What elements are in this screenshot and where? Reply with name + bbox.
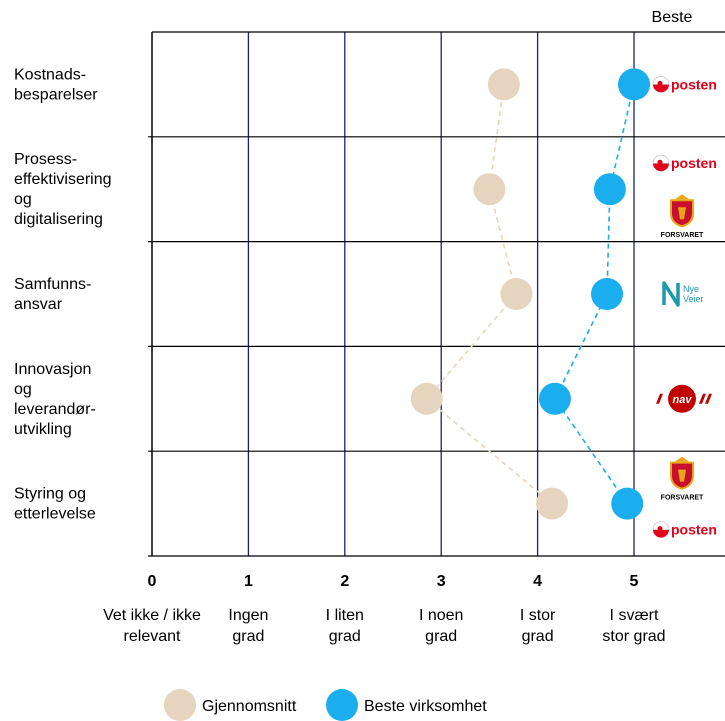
nav-logo: nav — [656, 384, 712, 413]
point-best — [538, 382, 571, 415]
point-layer — [410, 68, 650, 520]
nav-emblem — [668, 384, 696, 413]
forsvaret-logo-text: FORSVARET — [661, 232, 704, 239]
crown-icon — [675, 456, 689, 462]
lion-icon — [678, 207, 686, 220]
point-average — [536, 487, 569, 520]
point-best — [611, 487, 644, 520]
x-tick-label: Vet ikke / ikke relevant — [103, 607, 201, 645]
x-tick-number: 4 — [533, 573, 542, 590]
posten-logo: posten — [652, 76, 717, 93]
nav-logo-text: nav — [673, 394, 693, 406]
point-average — [487, 68, 520, 101]
posten-logo-text: posten — [671, 155, 717, 171]
forsvaret-logo: FORSVARET — [661, 456, 704, 502]
grid-layer — [148, 31, 725, 557]
forsvaret-logo-text: FORSVARET — [661, 495, 704, 502]
nav-slash-left-icon — [656, 393, 663, 404]
connector-layer — [425, 84, 635, 505]
legend-label: Beste virksomhet — [364, 698, 487, 715]
posten-logo-text: posten — [671, 76, 717, 92]
x-tick-number: 2 — [340, 573, 349, 590]
posten-emblem-dot — [657, 80, 663, 86]
x-tick-label: Ingen grad — [228, 607, 268, 645]
posten-emblem-dot — [657, 526, 663, 532]
posten-emblem-top — [652, 521, 670, 530]
point-average — [410, 382, 443, 415]
best-header: Beste — [652, 9, 693, 26]
posten-emblem-dot — [657, 159, 663, 165]
nye-veier-logo-text: Veier — [683, 294, 704, 304]
x-tick-number: 0 — [148, 573, 157, 590]
series-connector-0 — [425, 84, 553, 505]
forsvaret-logo: FORSVARET — [661, 194, 704, 239]
point-average — [500, 278, 533, 310]
category-label: Samfunns-ansvar — [14, 276, 91, 313]
nav-slash-right2-icon — [705, 393, 712, 404]
x-tick-number: 1 — [244, 573, 253, 590]
category-label: Styring og etterlevelse — [14, 486, 96, 523]
legend-item: Gjennomsnitt — [164, 689, 297, 721]
nav-slash-right-icon — [699, 393, 706, 404]
legend-layer: Gjennomsnitt Beste virksomhet — [164, 689, 487, 721]
nye-veier-logo-text: Nye — [683, 284, 699, 294]
label-layer: Beste Kostnads-besparelser Prosess-effekti… — [14, 9, 693, 523]
category-label: Prosess-effektivisering og digitalisering — [14, 151, 112, 228]
tick-layer: 0 Vet ikke / ikke relevant 1 Ingen grad 2 I lit… — [103, 573, 665, 645]
crown-icon — [675, 194, 689, 200]
point-average — [473, 173, 506, 206]
posten-logo: posten — [652, 154, 717, 172]
lion-icon — [678, 469, 686, 482]
point-best — [593, 173, 626, 206]
legend-swatch — [326, 689, 358, 721]
legend-item: Beste virksomhet — [326, 689, 487, 721]
category-label: Innovasjon og leverandør-utvikling — [14, 361, 96, 438]
point-best — [591, 278, 624, 310]
point-best — [618, 68, 650, 101]
x-tick-number: 3 — [437, 573, 446, 590]
series-connector-1 — [554, 84, 635, 505]
posten-logo-text: posten — [671, 522, 717, 538]
x-tick-number: 5 — [630, 573, 639, 590]
posten-emblem-top — [652, 154, 670, 164]
legend-swatch — [164, 689, 196, 721]
category-label: Kostnads-besparelser — [14, 66, 98, 103]
posten-logo: posten — [652, 521, 717, 538]
x-tick-label: I noen grad — [419, 607, 463, 645]
x-tick-label: I svært stor grad — [602, 607, 665, 645]
x-tick-label: I stor grad — [520, 607, 556, 645]
x-tick-label: I liten grad — [326, 607, 364, 645]
nye-veier-mark-icon — [662, 281, 680, 307]
posten-emblem-top — [652, 76, 670, 85]
legend-label: Gjennomsnitt — [202, 698, 297, 715]
